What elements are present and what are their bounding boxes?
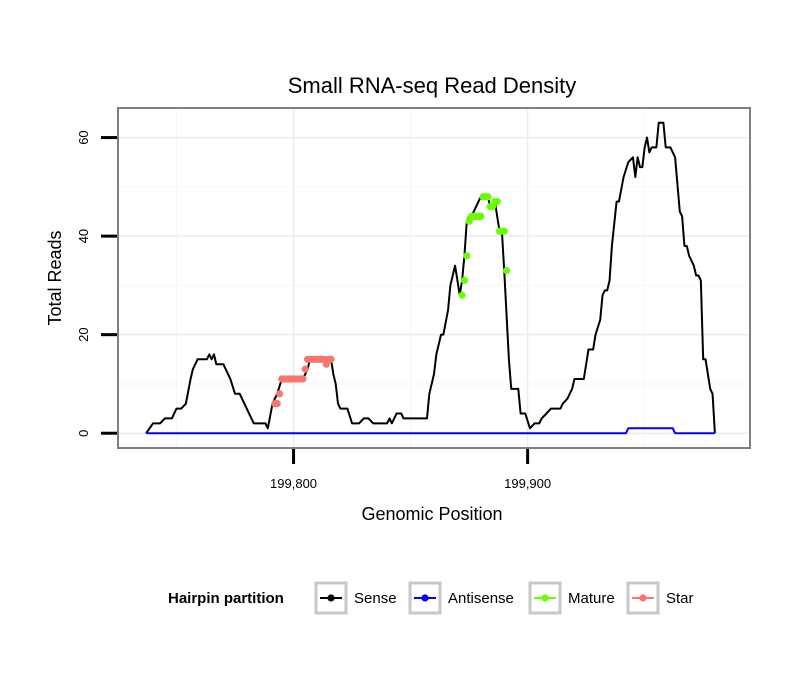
star-point — [275, 390, 284, 398]
plot-border — [117, 107, 751, 449]
star-point — [327, 355, 335, 363]
star-point — [301, 365, 309, 373]
star-point — [273, 400, 281, 408]
plot-background — [118, 108, 750, 448]
mature-point — [500, 227, 508, 235]
y-tick-label: 20 — [76, 327, 91, 341]
mature-point — [463, 252, 471, 260]
y-axis: 0 20 40 60 — [76, 130, 117, 437]
y-tick-label: 0 — [76, 430, 91, 437]
plot-panel — [117, 107, 751, 449]
mature-point — [484, 193, 492, 201]
legend-title: Hairpin partition — [168, 590, 284, 607]
legend-key-point — [639, 594, 647, 602]
legend-label: Antisense — [448, 590, 514, 607]
legend-item-antisense: Antisense — [408, 581, 514, 615]
x-axis-title: Genomic Position — [361, 504, 502, 524]
mature-point — [493, 198, 501, 206]
mature-point — [502, 267, 511, 275]
x-axis: 199,800 199,900 — [270, 449, 551, 491]
legend-key-point — [541, 594, 549, 602]
legend-item-star: Star — [626, 581, 694, 615]
legend-item-sense: Sense — [314, 581, 397, 615]
y-axis-title: Total Reads — [45, 230, 65, 325]
x-tick-label: 199,900 — [504, 476, 551, 491]
y-tick-label: 40 — [76, 229, 91, 243]
legend-key-point — [421, 594, 429, 602]
mature-point — [477, 212, 485, 221]
legend-label: Sense — [354, 590, 397, 607]
antisense-series-line — [146, 427, 715, 435]
legend-label: Mature — [568, 590, 615, 607]
legend-label: Star — [666, 590, 694, 607]
x-tick-label: 199,800 — [270, 476, 317, 491]
chart-title: Small RNA-seq Read Density — [288, 73, 577, 98]
mature-point — [460, 276, 469, 285]
legend-item-mature: Mature — [528, 581, 615, 615]
legend: Hairpin partition Sense Antisense Mature St… — [168, 581, 694, 615]
mature-point — [458, 291, 466, 299]
y-tick-label: 60 — [76, 130, 91, 144]
star-point — [299, 375, 307, 383]
legend-key-point — [327, 594, 335, 602]
series-layer — [145, 121, 716, 435]
